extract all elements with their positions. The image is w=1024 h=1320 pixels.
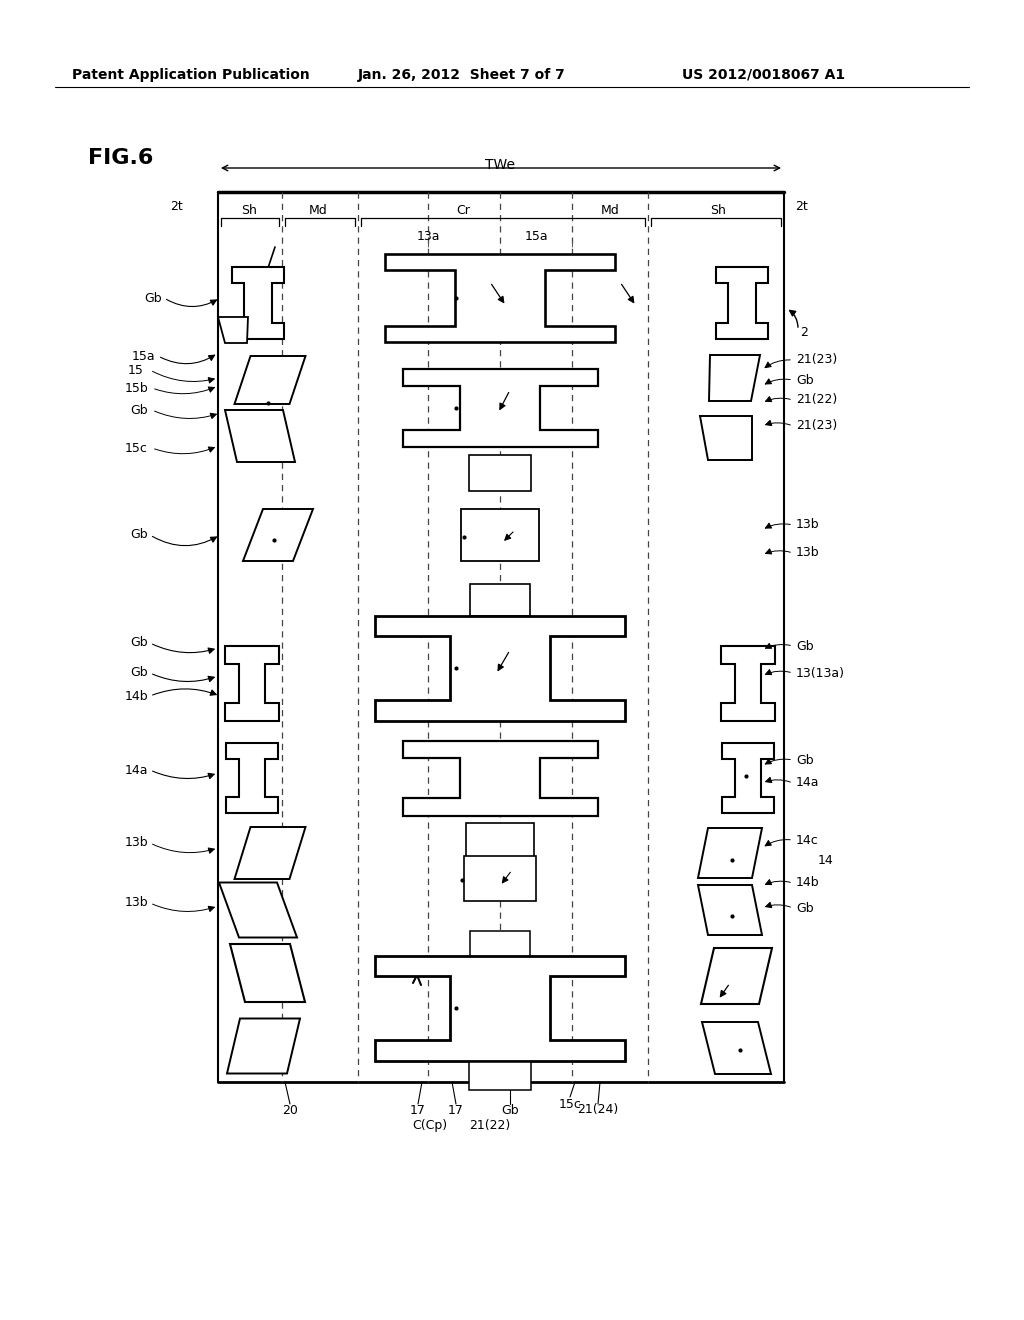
Polygon shape (470, 583, 530, 616)
Polygon shape (701, 948, 772, 1005)
Text: Cr: Cr (456, 203, 470, 216)
Text: Sh: Sh (710, 203, 726, 216)
Polygon shape (375, 615, 625, 721)
Polygon shape (698, 828, 762, 878)
Text: FIG.6: FIG.6 (88, 148, 154, 168)
Polygon shape (722, 743, 774, 813)
Text: 13a: 13a (416, 231, 439, 243)
Text: US 2012/0018067 A1: US 2012/0018067 A1 (682, 69, 845, 82)
Text: Patent Application Publication: Patent Application Publication (72, 69, 309, 82)
Text: 2t: 2t (170, 201, 182, 214)
Polygon shape (225, 411, 295, 462)
Text: Gb: Gb (130, 636, 148, 649)
Text: Gb: Gb (130, 667, 148, 680)
Text: Sh: Sh (241, 203, 257, 216)
Text: 15c: 15c (558, 1097, 582, 1110)
Polygon shape (230, 944, 305, 1002)
Text: Gb: Gb (501, 1104, 519, 1117)
Polygon shape (698, 884, 762, 935)
Polygon shape (219, 883, 297, 937)
Text: 21(23): 21(23) (796, 420, 838, 433)
Polygon shape (243, 510, 313, 561)
Text: 2t: 2t (795, 201, 808, 214)
Text: Gb: Gb (796, 754, 814, 767)
Polygon shape (225, 645, 279, 721)
Polygon shape (469, 1063, 531, 1090)
Polygon shape (700, 416, 752, 459)
Polygon shape (709, 355, 760, 401)
Polygon shape (461, 510, 539, 561)
Text: 14: 14 (818, 854, 834, 866)
Text: 15a: 15a (524, 231, 548, 243)
Text: 21(22): 21(22) (469, 1119, 511, 1133)
Polygon shape (375, 956, 625, 1060)
Text: Md: Md (308, 203, 328, 216)
Text: 15c: 15c (125, 441, 148, 454)
Text: C(Cp): C(Cp) (413, 1119, 447, 1133)
Text: Gb: Gb (796, 902, 814, 915)
Text: 14c: 14c (796, 833, 819, 846)
Text: 13b: 13b (796, 519, 819, 532)
Polygon shape (470, 931, 530, 961)
Text: 17: 17 (449, 1104, 464, 1117)
Text: 15b: 15b (124, 381, 148, 395)
Text: 21(24): 21(24) (578, 1104, 618, 1117)
Text: 14a: 14a (796, 776, 819, 789)
Text: 14a: 14a (125, 763, 148, 776)
Text: Jan. 26, 2012  Sheet 7 of 7: Jan. 26, 2012 Sheet 7 of 7 (358, 69, 565, 82)
Text: 13b: 13b (796, 546, 819, 560)
Polygon shape (234, 356, 305, 404)
Polygon shape (385, 253, 615, 342)
Polygon shape (402, 370, 597, 447)
Polygon shape (464, 855, 536, 900)
Polygon shape (469, 455, 531, 491)
Text: 17: 17 (410, 1104, 426, 1117)
Text: TWe: TWe (485, 158, 515, 172)
Text: Gb: Gb (796, 639, 814, 652)
Text: 14b: 14b (796, 876, 819, 890)
Text: 13b: 13b (124, 837, 148, 850)
Text: 20: 20 (282, 1104, 298, 1117)
Text: 21(22): 21(22) (796, 393, 838, 407)
Text: Gb: Gb (130, 404, 148, 417)
Polygon shape (226, 743, 278, 813)
Polygon shape (234, 828, 305, 879)
Text: 21(23): 21(23) (796, 354, 838, 367)
Polygon shape (716, 267, 768, 339)
Polygon shape (402, 741, 597, 816)
Polygon shape (232, 267, 284, 339)
Text: 13(13a): 13(13a) (796, 667, 845, 680)
Polygon shape (702, 1022, 771, 1074)
Text: 14b: 14b (124, 689, 148, 702)
Text: 15: 15 (128, 363, 144, 376)
Text: Md: Md (601, 203, 620, 216)
Text: Gb: Gb (130, 528, 148, 541)
Polygon shape (721, 645, 775, 721)
Polygon shape (466, 822, 534, 858)
Text: Gb: Gb (144, 292, 162, 305)
Polygon shape (218, 317, 248, 343)
Text: 2: 2 (800, 326, 808, 339)
Text: 15a: 15a (131, 350, 155, 363)
Text: Gb: Gb (796, 374, 814, 387)
Text: 13b: 13b (124, 896, 148, 909)
Polygon shape (227, 1019, 300, 1073)
